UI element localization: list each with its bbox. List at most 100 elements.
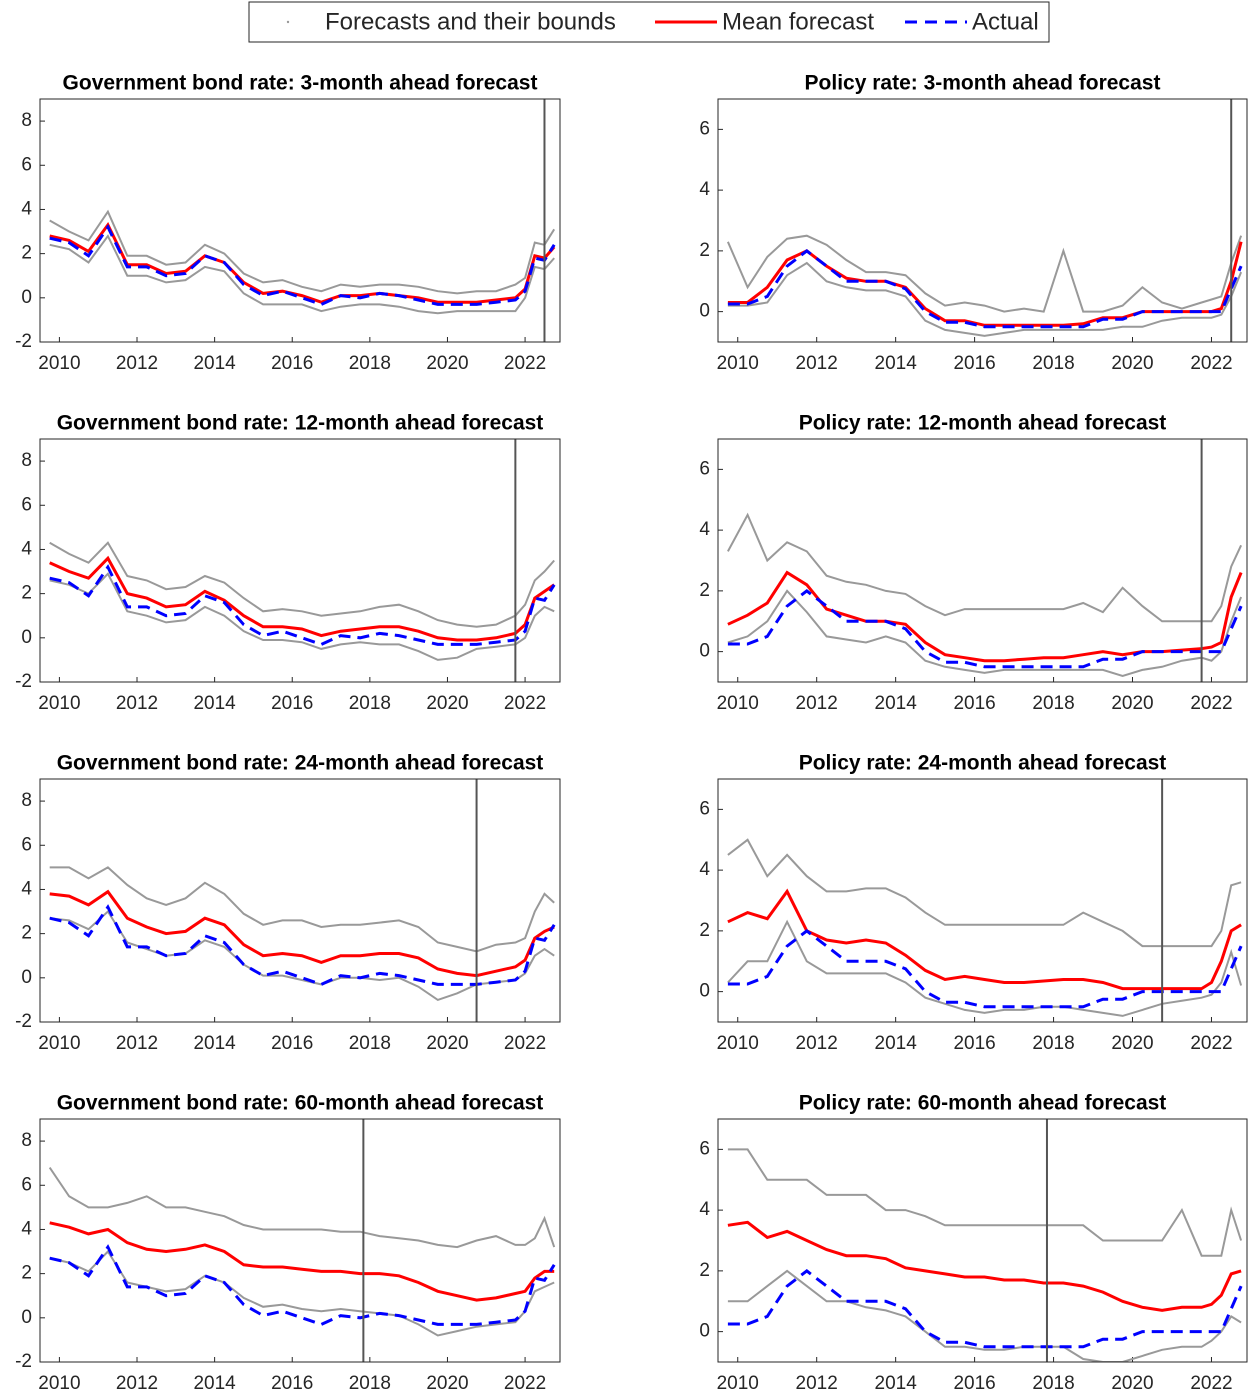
y-tick-label: 6: [699, 458, 710, 479]
x-tick-label: 2010: [38, 693, 80, 714]
y-tick-label: 6: [21, 494, 32, 515]
plot-area: [40, 99, 560, 342]
axes-box: [39, 778, 561, 1023]
x-tick-label: 2018: [349, 693, 391, 714]
chart-title: Policy rate: 24-month ahead forecast: [799, 752, 1167, 775]
y-tick-label: 0: [21, 967, 32, 988]
y-tick-label: 2: [699, 1260, 710, 1281]
actual-line: [727, 589, 1243, 669]
forecast-bound: [48, 1167, 556, 1249]
chart-title: Government bond rate: 24-month ahead for…: [57, 752, 544, 775]
subplot: -2 0 2 4 6 8 2010 2012 2014 2016 2018 2020 2022 Gover…: [15, 72, 561, 374]
y-tick-label: -2: [15, 1011, 32, 1032]
forecast-bound: [727, 261, 1243, 337]
x-tick-label: 2010: [717, 353, 759, 374]
forecast-bound: [49, 866, 555, 953]
mean-line: [49, 555, 556, 642]
x-tick-label: 2010: [38, 1033, 80, 1054]
x-tick-label: 2014: [875, 693, 918, 714]
subplot: -2 0 2 4 6 8 2010 2012 2014 2016 2018 2020 2022 Gover…: [15, 1092, 561, 1394]
x-tick-label: 2020: [1111, 693, 1153, 714]
plot-area: [718, 1119, 1247, 1362]
y-tick-label: 6: [21, 154, 32, 175]
y-tick-label: 0: [699, 981, 710, 1002]
x-tick-label: 2018: [1032, 1373, 1074, 1394]
subplot: 0 2 4 6 2010 2012 2014 2016 2018 2020 2022 Policy r…: [699, 72, 1248, 374]
forecast-bound: [727, 1148, 1243, 1257]
x-tick-label: 2020: [426, 1373, 468, 1394]
legend-label: Mean forecast: [722, 8, 874, 35]
plot-lines: [49, 866, 556, 1002]
actual-line: [727, 1269, 1243, 1349]
x-tick-label: 2010: [38, 353, 80, 374]
axes-box: [39, 98, 561, 343]
mean-line: [49, 1221, 555, 1302]
x-tick-label: 2010: [717, 1033, 759, 1054]
x-tick-label: 2018: [1032, 353, 1074, 374]
y-tick-label: 6: [21, 834, 32, 855]
x-tick-label: 2020: [426, 353, 468, 374]
forecast-bound: [49, 234, 555, 315]
x-tick-label: 2014: [193, 693, 236, 714]
y-tick-label: 0: [699, 641, 710, 662]
subplot: -2 0 2 4 6 8 2010 2012 2014 2016 2018 2020 2022 Gover…: [15, 752, 561, 1054]
mean-line: [727, 888, 1242, 991]
plot-area: [40, 779, 560, 1022]
plot-lines: [49, 541, 556, 661]
x-tick-label: 2016: [271, 1033, 313, 1054]
y-tick-label: 2: [699, 920, 710, 941]
x-tick-label: 2012: [796, 693, 838, 714]
y-tick-label: 8: [21, 110, 32, 131]
actual-line: [49, 904, 556, 987]
chart-title: Policy rate: 3-month ahead forecast: [805, 72, 1161, 95]
plot-lines: [726, 234, 1243, 337]
x-tick-label: 2018: [349, 353, 391, 374]
y-tick-label: 2: [21, 1263, 32, 1284]
y-tick-label: 0: [21, 627, 32, 648]
x-tick-label: 2016: [271, 353, 313, 374]
subplot: -2 0 2 4 6 8 2010 2012 2014 2016 2018 2020 2022 Gover…: [15, 412, 561, 714]
x-tick-label: 2012: [116, 1373, 158, 1394]
y-tick-label: 0: [21, 287, 32, 308]
plot-lines: [48, 1167, 556, 1337]
x-tick-label: 2018: [349, 1373, 391, 1394]
x-tick-label: 2012: [796, 353, 838, 374]
x-tick-label: 2020: [426, 693, 468, 714]
x-tick-label: 2016: [271, 693, 313, 714]
x-tick-label: 2020: [426, 1033, 468, 1054]
y-tick-label: 4: [21, 198, 32, 219]
y-tick-label: 4: [699, 519, 710, 540]
y-tick-label: 8: [21, 450, 32, 471]
actual-line: [727, 249, 1243, 329]
forecast-bound: [49, 209, 556, 295]
forecast-bound: [727, 838, 1242, 948]
x-tick-label: 2016: [953, 1373, 995, 1394]
y-tick-label: 0: [699, 1321, 710, 1342]
y-tick-label: 6: [21, 1174, 32, 1195]
x-tick-label: 2010: [717, 693, 759, 714]
y-tick-label: 2: [699, 240, 710, 261]
x-tick-label: 2014: [875, 1373, 918, 1394]
y-tick-label: 6: [699, 118, 710, 139]
x-tick-label: 2012: [796, 1373, 838, 1394]
y-tick-label: 2: [21, 583, 32, 604]
x-tick-label: 2018: [1032, 1033, 1074, 1054]
chart-title: Government bond rate: 12-month ahead for…: [57, 412, 544, 435]
x-tick-label: 2020: [1111, 1373, 1153, 1394]
y-tick-label: -2: [15, 671, 32, 692]
chart-title: Policy rate: 60-month ahead forecast: [799, 1092, 1167, 1115]
plot-area: [718, 439, 1247, 682]
y-tick-label: 4: [699, 1199, 710, 1220]
forecast-bound: [727, 919, 1243, 1017]
axes-box: [39, 1118, 561, 1363]
chart-title: Government bond rate: 60-month ahead for…: [57, 1092, 544, 1115]
axes-box: [717, 438, 1248, 683]
y-tick-label: 4: [699, 179, 710, 200]
y-tick-label: 0: [21, 1307, 32, 1328]
actual-line: [727, 929, 1243, 1009]
plot-lines: [49, 209, 556, 315]
actual-line: [49, 224, 556, 307]
x-tick-label: 2022: [504, 1033, 546, 1054]
x-tick-label: 2016: [953, 1033, 995, 1054]
y-tick-label: 2: [21, 243, 32, 264]
